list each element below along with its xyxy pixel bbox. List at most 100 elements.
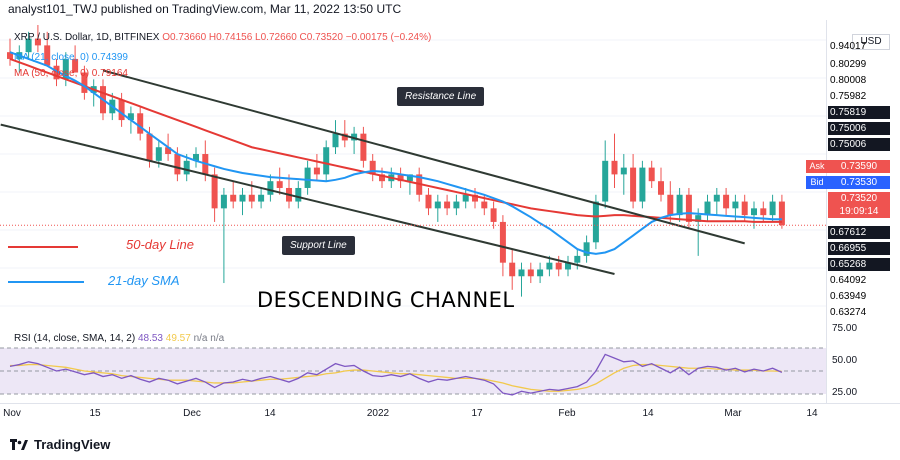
candle-body [453, 201, 460, 209]
candle-body [267, 181, 274, 195]
candle-body [183, 160, 190, 175]
ask-label: Ask [806, 160, 828, 173]
ma50-line [9, 58, 782, 223]
candle-body [304, 167, 311, 188]
resistance-line-label[interactable]: Resistance Line [397, 87, 485, 106]
x-axis-label: Mar [724, 408, 742, 419]
rsi-level-75: 75.00 [832, 323, 858, 334]
ma21-legend: MA (21, close, 0) 0.74399 [14, 52, 128, 63]
candle-body [583, 242, 590, 256]
price-axis-label: 0.65268 [828, 258, 890, 271]
candle-body [53, 65, 60, 80]
candle-body [639, 167, 646, 202]
resistance-trendline [102, 69, 745, 245]
candle-body [574, 255, 581, 263]
candle-body [518, 269, 525, 277]
candle-body [658, 181, 664, 195]
candle-body [62, 58, 69, 80]
price-axis-label: 0.75006 [828, 138, 890, 151]
candle-body [704, 201, 711, 216]
price-chart[interactable] [0, 20, 826, 322]
x-axis-label: Feb [558, 408, 576, 419]
candle-body [239, 194, 246, 202]
price-axis-label: 0.67612 [828, 226, 890, 239]
rsi-na: n/a n/a [193, 333, 225, 344]
publisher-line: analyst101_TWJ published on TradingView.… [8, 2, 402, 16]
candle-body [165, 147, 172, 155]
bar-countdown: 19:09:14 [828, 205, 890, 218]
candle-body [406, 174, 413, 182]
x-axis-label: 14 [806, 408, 818, 419]
price-axis-label: 0.63949 [830, 291, 867, 302]
ohlc-values: O0.73660 H0.74156 L0.72660 C0.73520 −0.0… [162, 32, 432, 43]
candle-body [667, 194, 674, 216]
rsi-line [9, 353, 783, 396]
candle-body [193, 154, 199, 161]
candle-body [174, 154, 181, 175]
candle-body [230, 194, 237, 202]
candle-body [462, 194, 469, 202]
symbol-legend: XRP / U.S. Dollar, 1D, BITFINEX O0.73660… [14, 32, 431, 43]
x-axis-label: Nov [3, 408, 21, 419]
price-axis-label: 0.80008 [830, 75, 867, 86]
candle-body [146, 133, 153, 161]
ma21-annotation[interactable]: 21-day SMA [108, 273, 180, 288]
candle-body [127, 113, 134, 121]
candle-body [211, 174, 218, 209]
support-trendline [0, 123, 615, 275]
candle-body [565, 262, 571, 270]
candle-body [276, 181, 283, 188]
candle-body [546, 262, 553, 270]
footer[interactable]: TradingView [10, 437, 110, 452]
rsi-panel[interactable] [0, 323, 826, 403]
candle-body [72, 58, 79, 73]
price-axis-label: 0.75819 [828, 106, 890, 119]
tradingview-logo-icon [10, 438, 28, 450]
candle-body [751, 208, 757, 216]
candle-body [220, 194, 227, 209]
candle-body [695, 215, 702, 222]
candle-body [778, 201, 785, 226]
channel-title[interactable]: DESCENDING CHANNEL [257, 288, 515, 312]
price-axis-label: 0.75982 [830, 91, 867, 102]
ask-value: 0.73590 [828, 160, 890, 173]
candle-body [25, 38, 32, 53]
ma50-legend: MA (50, close, 0) 0.79164 [14, 68, 128, 79]
candle-body [155, 147, 162, 161]
candle-body [592, 201, 599, 243]
candle-body [499, 221, 506, 263]
x-axis-label: 17 [471, 408, 483, 419]
currency-button[interactable]: USD [852, 34, 890, 50]
ma50-key-line [8, 246, 78, 248]
x-axis-line [0, 403, 900, 404]
rsi-sma-value: 49.57 [165, 333, 191, 344]
price-axis-label: 0.66955 [828, 242, 890, 255]
price-axis-label: 0.63274 [830, 307, 867, 318]
candle-body [369, 160, 376, 175]
rsi-value: 48.53 [137, 333, 163, 344]
x-axis-label: 15 [89, 408, 101, 419]
candle-body [472, 194, 478, 202]
x-axis-label: Dec [183, 408, 201, 419]
last-price-value: 0.73520 [828, 192, 890, 205]
rsi-level-25: 25.00 [832, 387, 858, 398]
bid-label: Bid [806, 176, 828, 189]
candle-body [81, 72, 88, 93]
candle-body [295, 187, 302, 202]
candle-body [360, 133, 367, 161]
candle-body [527, 269, 534, 277]
ma50-annotation[interactable]: 50-day Line [126, 237, 194, 252]
candle-body [620, 167, 627, 175]
candle-body [44, 45, 51, 66]
x-axis-label: 2022 [366, 408, 390, 419]
candle-body [509, 262, 516, 277]
bid-value: 0.73530 [828, 176, 890, 189]
candle-body [444, 201, 451, 209]
price-axis-label: 0.94017 [830, 41, 867, 52]
rsi-legend: RSI (14, close, SMA, 14, 2) 48.53 49.57 … [14, 333, 224, 344]
candle-body [732, 201, 739, 209]
candle-body [676, 194, 683, 216]
candle-body [341, 133, 348, 141]
support-line-label[interactable]: Support Line [282, 236, 355, 255]
candle-body [611, 160, 618, 175]
